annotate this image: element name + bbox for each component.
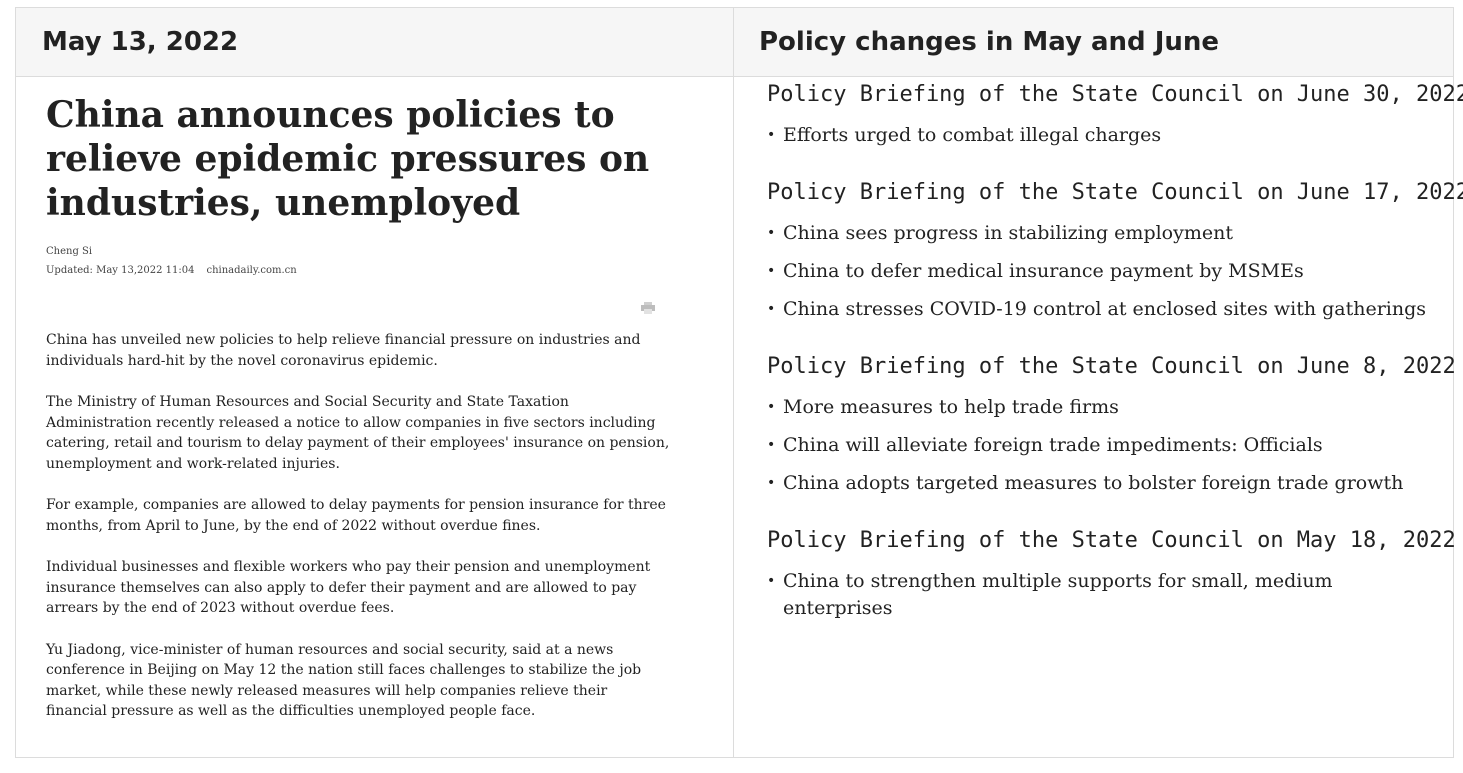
policy-item-link[interactable]: • Efforts urged to combat illegal charges [767, 122, 1427, 149]
policy-item-link[interactable]: • China stresses COVID-19 control at encl… [767, 296, 1427, 323]
column-divider [733, 8, 734, 757]
policy-item-link[interactable]: • China adopts targeted measures to bolst… [767, 470, 1427, 497]
article-paragraph: Yu Jiadong, vice-minister of human resou… [46, 641, 642, 720]
policy-list: Policy Briefing of the State Council on … [767, 80, 1463, 651]
policy-items: • China to strengthen multiple supports f… [767, 568, 1427, 622]
article-paragraph: China has unveiled new policies to help … [46, 332, 641, 369]
article-paragraph: For example, companies are allowed to de… [46, 497, 666, 534]
article-screenshot: China announces policies to relieve epid… [46, 93, 686, 743]
policy-group: Policy Briefing of the State Council on … [767, 526, 1456, 622]
policy-item-text: China to strengthen multiple supports fo… [783, 570, 1333, 619]
policy-items: • Efforts urged to combat illegal charges [767, 122, 1427, 149]
policy-item-link[interactable]: • China to defer medical insurance paymen… [767, 258, 1427, 285]
bullet-icon: • [767, 263, 776, 279]
bullet-icon: • [767, 399, 776, 415]
article-meta: Updated: May 13,2022 11:04 chinadaily.com… [46, 264, 686, 278]
print-icon[interactable] [640, 301, 656, 314]
policy-item-link[interactable]: • China to strengthen multiple supports f… [767, 568, 1427, 622]
policy-table: May 13, 2022 Policy changes in May and J… [15, 7, 1454, 758]
article-updated: Updated: May 13,2022 11:04 [46, 265, 195, 276]
policy-item-text: More measures to help trade firms [783, 396, 1119, 418]
policy-item-link[interactable]: • China sees progress in stabilizing empl… [767, 220, 1427, 247]
policy-item-link[interactable]: • China will alleviate foreign trade impe… [767, 432, 1427, 459]
policy-briefing-heading[interactable]: Policy Briefing of the State Council on … [767, 354, 1456, 379]
bullet-icon: • [767, 301, 776, 317]
article-source: chinadaily.com.cn [206, 265, 297, 276]
policy-briefing-heading[interactable]: Policy Briefing of the State Council on … [767, 180, 1463, 205]
table-header-row: May 13, 2022 Policy changes in May and J… [16, 8, 1453, 77]
policy-group: Policy Briefing of the State Council on … [767, 80, 1463, 149]
bullet-icon: • [767, 127, 776, 143]
policy-item-text: Efforts urged to combat illegal charges [783, 124, 1162, 146]
policy-items: • More measures to help trade firms • Chin… [767, 394, 1427, 497]
article-title: China announces policies to relieve epid… [46, 94, 650, 224]
policy-item-text: China sees progress in stabilizing emplo… [783, 222, 1233, 244]
policy-items: • China sees progress in stabilizing empl… [767, 220, 1427, 323]
bullet-icon: • [767, 475, 776, 491]
policy-briefing-heading[interactable]: Policy Briefing of the State Council on … [767, 82, 1463, 107]
policy-item-text: China stresses COVID-19 control at enclo… [783, 298, 1427, 320]
policy-item-link[interactable]: • More measures to help trade firms [767, 394, 1427, 421]
bullet-icon: • [767, 225, 776, 241]
policy-group: Policy Briefing of the State Council on … [767, 178, 1463, 323]
policy-item-text: China to defer medical insurance payment… [783, 260, 1304, 282]
bullet-icon: • [767, 573, 776, 589]
policy-group: Policy Briefing of the State Council on … [767, 352, 1456, 497]
bullet-icon: • [767, 437, 776, 453]
article-body: China has unveiled new policies to help … [46, 330, 686, 722]
policy-item-text: China will alleviate foreign trade imped… [783, 434, 1323, 456]
right-column-header: Policy changes in May and June [759, 27, 1220, 57]
article-author: Cheng Si [46, 246, 93, 257]
article-paragraph: Individual businesses and flexible worke… [46, 559, 651, 616]
article-paragraph: The Ministry of Human Resources and Soci… [46, 394, 670, 472]
policy-item-text: China adopts targeted measures to bolste… [783, 472, 1404, 494]
left-column-header: May 13, 2022 [42, 27, 239, 57]
policy-briefing-heading[interactable]: Policy Briefing of the State Council on … [767, 528, 1456, 553]
